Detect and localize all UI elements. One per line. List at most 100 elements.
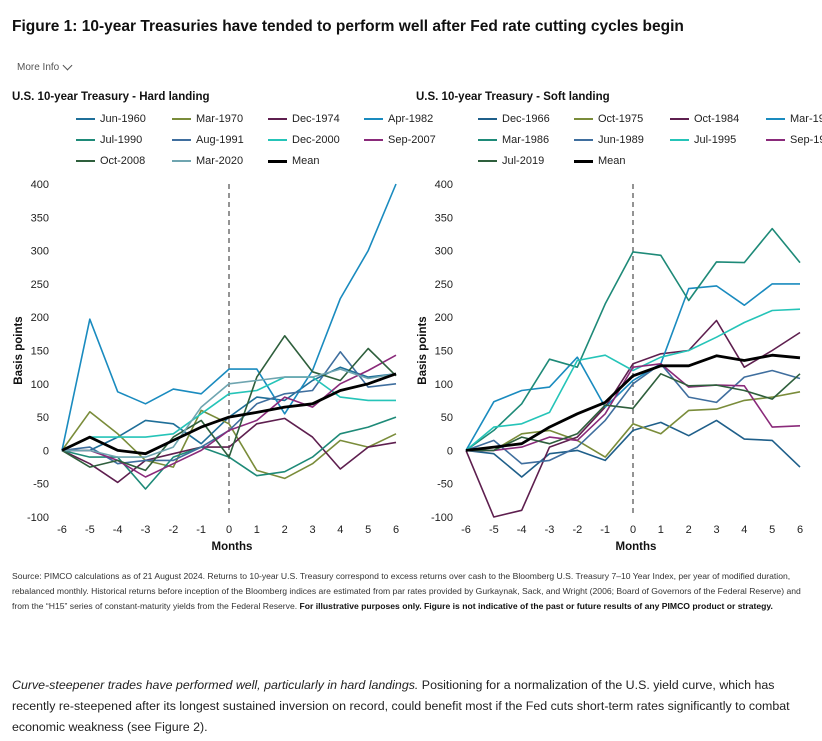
x-tick-label: -2 (168, 524, 178, 536)
x-tick-label: -6 (461, 524, 471, 536)
y-tick-label: 350 (31, 212, 49, 224)
legend-swatch (574, 159, 593, 163)
hard-landing-chart-title: U.S. 10-year Treasury - Hard landing (12, 91, 210, 103)
series-line-oct-1975 (466, 391, 801, 458)
legend-item-jun-1989: Jun-1989 (574, 133, 670, 147)
legend-item-sep-1998: Sep-1998 (766, 133, 822, 147)
x-axis-label: Months (616, 541, 657, 553)
legend-swatch (172, 139, 191, 141)
x-tick-label: -1 (600, 524, 610, 536)
y-tick-label: 100 (31, 379, 49, 391)
y-tick-label: 200 (31, 312, 49, 324)
legend-item-mar-1985: Mar-1985 (766, 112, 822, 126)
y-tick-label: 50 (37, 412, 49, 424)
y-tick-label: -100 (27, 512, 49, 524)
series-line-mar-1985 (465, 283, 800, 451)
legend-item-jun-1960: Jun-1960 (76, 112, 172, 126)
legend-swatch (574, 118, 593, 120)
body-paragraph: Curve-steepener trades have performed we… (12, 675, 810, 738)
series-line-mar-1986 (465, 227, 801, 452)
legend-swatch (268, 139, 287, 141)
series-line-mar-2020 (62, 368, 397, 458)
legend-swatch (364, 139, 383, 141)
series-line-jul-1995 (465, 308, 801, 452)
legend-item-mean: Mean (574, 154, 670, 168)
y-tick-label: 150 (31, 346, 49, 358)
y-tick-label: 250 (31, 279, 49, 291)
series-line-mean (465, 353, 801, 452)
legend-label: Jun-1989 (598, 134, 644, 146)
x-tick-label: 0 (226, 524, 232, 536)
y-tick-label: -100 (431, 512, 453, 524)
legend-item-mar-2020: Mar-2020 (172, 154, 268, 168)
x-tick-label: 3 (309, 524, 315, 536)
legend-swatch (766, 118, 785, 120)
y-tick-label: 100 (435, 379, 453, 391)
y-tick-label: 150 (435, 346, 453, 358)
legend-label: Oct-1984 (694, 113, 740, 125)
legend-item-dec-1966: Dec-1966 (478, 112, 574, 126)
x-tick-label: -2 (572, 524, 582, 536)
legend-label: Mean (292, 155, 320, 167)
y-tick-label: 200 (435, 312, 453, 324)
legend-label: Sep-1998 (790, 134, 822, 146)
series-line-mar-1970 (61, 409, 397, 480)
x-tick-label: -1 (196, 524, 206, 536)
legend-label: Jul-1995 (694, 134, 737, 146)
x-tick-label: -5 (489, 524, 499, 536)
legend-swatch (574, 139, 593, 141)
more-info-toggle[interactable]: More Info (17, 60, 73, 73)
legend-label: Mar-1986 (502, 134, 550, 146)
y-tick-label: 400 (31, 179, 49, 191)
legend-label: Apr-1982 (388, 113, 434, 125)
y-tick-label: 300 (435, 246, 453, 258)
x-tick-label: -4 (113, 524, 123, 536)
x-tick-label: 4 (337, 524, 343, 536)
legend-swatch (76, 160, 95, 162)
legend-label: Dec-2000 (292, 134, 340, 146)
legend-item-dec-2000: Dec-2000 (268, 133, 364, 147)
x-tick-label: 6 (797, 524, 803, 536)
legend-label: Mar-1970 (196, 113, 244, 125)
legend-swatch (670, 139, 689, 141)
series-line-apr-1982 (61, 183, 397, 451)
legend-label: Mar-1985 (790, 113, 822, 125)
y-tick-label: 0 (447, 445, 453, 457)
legend-label: Aug-1991 (196, 134, 244, 146)
y-tick-label: 300 (31, 246, 49, 258)
x-axis-label: Months (212, 541, 253, 553)
legend-swatch (478, 118, 497, 120)
legend-swatch (76, 139, 95, 141)
legend-item-oct-1975: Oct-1975 (574, 112, 670, 126)
legend-label: Oct-1975 (598, 113, 644, 125)
source-text: Source: PIMCO calculations as of 21 Augu… (12, 571, 801, 611)
x-tick-label: -6 (57, 524, 67, 536)
legend-item-mar-1970: Mar-1970 (172, 112, 268, 126)
x-tick-label: 2 (282, 524, 288, 536)
body-lead: Curve-steepener trades have performed we… (12, 678, 419, 692)
y-tick-label: 250 (435, 279, 453, 291)
legend-swatch (76, 118, 95, 120)
y-tick-label: 50 (441, 412, 453, 424)
source-note: Source: PIMCO calculations as of 21 Augu… (12, 569, 807, 614)
legend-item-oct-2008: Oct-2008 (76, 154, 172, 168)
source-disclaimer: For illustrative purposes only. Figure i… (299, 601, 773, 611)
legend-label: Jul-1990 (100, 134, 143, 146)
figure-title: Figure 1: 10-year Treasuries have tended… (12, 18, 684, 35)
legend-item-dec-1974: Dec-1974 (268, 112, 364, 126)
legend-label: Mean (598, 155, 626, 167)
legend-label: Sep-2007 (388, 134, 436, 146)
legend-item-mean: Mean (268, 154, 364, 168)
y-tick-label: 350 (435, 212, 453, 224)
legend-item-jul-1995: Jul-1995 (670, 133, 766, 147)
legend-swatch (478, 160, 497, 162)
legend-item-aug-1991: Aug-1991 (172, 133, 268, 147)
series-line-jun-1989 (465, 363, 801, 465)
y-tick-label: -50 (437, 479, 453, 491)
y-tick-label: 0 (43, 445, 49, 457)
series-line-mean (61, 372, 397, 456)
series-line-oct-1984 (465, 319, 801, 518)
x-tick-label: 6 (393, 524, 399, 536)
